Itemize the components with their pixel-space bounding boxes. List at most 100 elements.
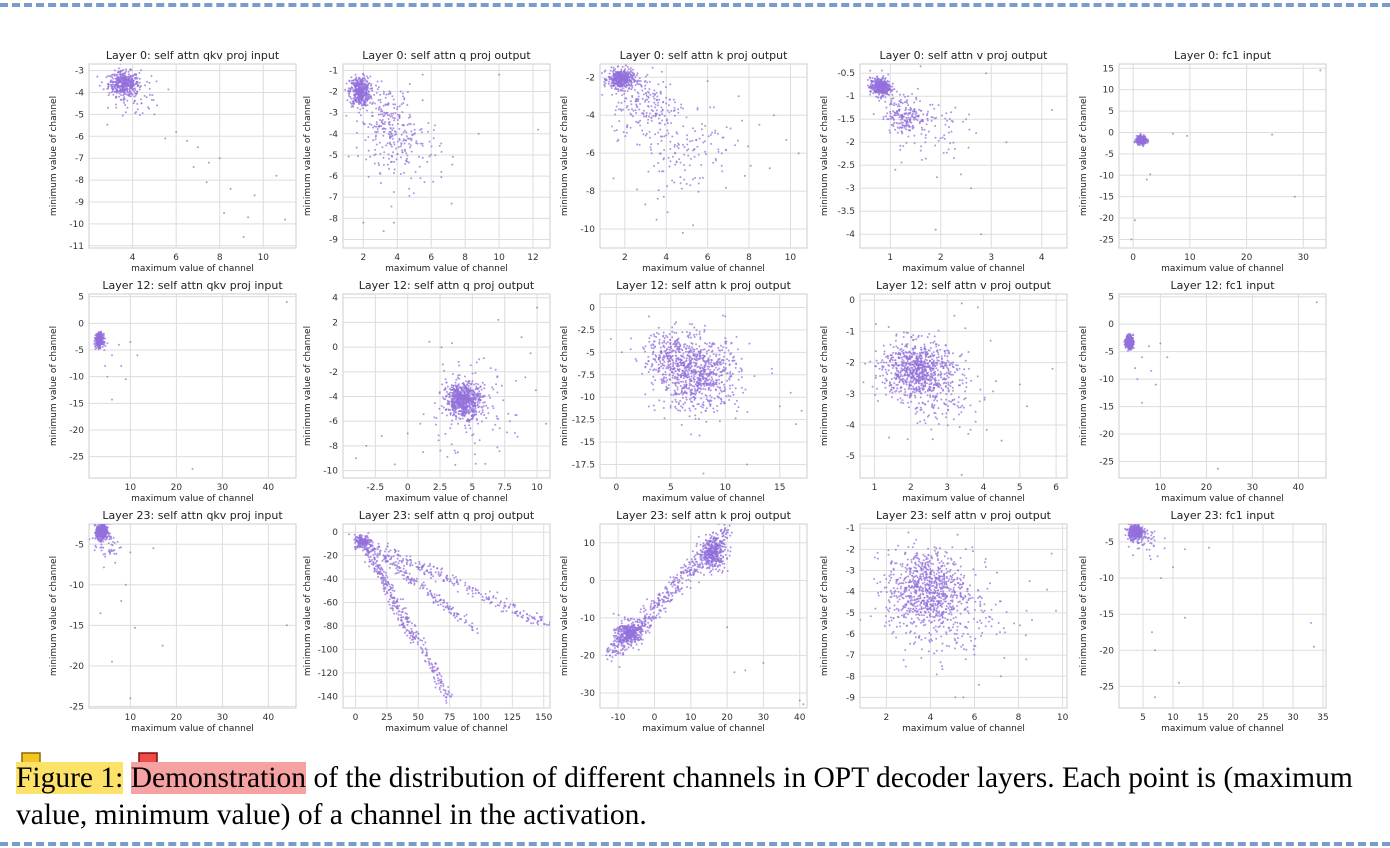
data-point xyxy=(376,80,379,83)
data-point xyxy=(877,80,880,83)
data-point xyxy=(669,83,672,86)
data-point xyxy=(603,83,606,86)
data-point xyxy=(486,407,489,409)
data-point xyxy=(450,391,453,394)
data-point xyxy=(393,117,396,120)
data-point xyxy=(721,170,724,173)
data-point xyxy=(635,112,638,114)
data-point xyxy=(133,99,136,102)
data-point xyxy=(934,144,937,147)
data-point xyxy=(700,384,703,387)
data-point xyxy=(117,343,120,346)
data-point xyxy=(429,153,432,156)
data-point xyxy=(469,388,472,391)
data-point xyxy=(883,82,886,85)
y-tick-label: 10 xyxy=(1103,86,1115,96)
data-point xyxy=(622,89,624,92)
data-point xyxy=(625,106,628,109)
data-points xyxy=(93,301,288,470)
data-point xyxy=(396,153,399,156)
data-point xyxy=(375,121,378,124)
data-point xyxy=(722,366,725,369)
data-point xyxy=(701,403,704,406)
data-point xyxy=(666,129,669,132)
data-point xyxy=(1293,195,1296,198)
data-point xyxy=(464,393,467,396)
data-point xyxy=(496,391,499,394)
data-point xyxy=(607,82,610,85)
data-point xyxy=(506,431,508,434)
data-point xyxy=(674,377,676,380)
data-point xyxy=(904,124,907,127)
data-point xyxy=(916,119,919,122)
data-point xyxy=(363,83,366,86)
x-tick-label: 15 xyxy=(774,483,785,493)
data-point xyxy=(123,81,126,84)
data-point xyxy=(898,105,901,108)
data-point xyxy=(663,417,666,420)
data-point xyxy=(403,142,406,145)
data-point xyxy=(723,351,726,354)
data-point xyxy=(375,143,378,146)
data-point xyxy=(705,350,708,353)
data-point xyxy=(441,383,444,386)
data-point xyxy=(516,435,519,438)
data-point xyxy=(409,115,412,118)
data-point xyxy=(471,380,474,382)
data-point xyxy=(474,409,477,412)
data-point xyxy=(634,109,637,112)
x-tick-label: 4 xyxy=(130,253,136,263)
data-point xyxy=(677,111,680,114)
data-point xyxy=(892,97,895,100)
data-point xyxy=(366,80,369,83)
data-point xyxy=(895,114,898,116)
data-point xyxy=(98,334,101,337)
data-point xyxy=(409,144,412,147)
data-point xyxy=(689,347,692,350)
data-point xyxy=(124,378,127,381)
data-point xyxy=(94,337,96,339)
data-point xyxy=(121,69,124,72)
data-point xyxy=(379,172,382,175)
data-point xyxy=(871,76,874,79)
data-point xyxy=(653,164,656,167)
data-point xyxy=(967,146,970,149)
data-point xyxy=(464,408,467,411)
data-point xyxy=(107,85,110,88)
data-point xyxy=(685,182,688,185)
data-point xyxy=(620,68,623,71)
data-point xyxy=(682,164,685,166)
data-point xyxy=(678,158,681,161)
data-point xyxy=(690,433,693,436)
data-point xyxy=(623,85,626,88)
y-tick-label: -2 xyxy=(329,87,338,97)
data-point xyxy=(433,402,436,404)
data-point xyxy=(621,65,624,68)
data-point xyxy=(670,109,673,112)
data-point xyxy=(694,417,697,420)
data-point xyxy=(614,109,617,112)
data-point xyxy=(892,123,895,126)
data-point xyxy=(207,161,210,164)
data-point xyxy=(608,78,611,81)
data-point xyxy=(382,104,385,107)
data-point xyxy=(677,409,680,412)
data-point xyxy=(384,96,387,99)
data-point xyxy=(482,405,485,408)
data-point xyxy=(631,75,634,78)
data-point xyxy=(688,382,691,385)
data-point xyxy=(651,66,654,69)
data-point xyxy=(467,385,470,388)
data-point xyxy=(115,88,118,91)
data-point xyxy=(659,92,662,95)
data-point xyxy=(113,74,116,77)
data-point xyxy=(666,109,669,112)
data-point xyxy=(669,140,672,143)
data-point xyxy=(891,82,894,85)
data-point xyxy=(686,143,689,146)
data-point xyxy=(126,87,129,90)
data-point xyxy=(468,402,471,405)
data-point xyxy=(1145,141,1148,144)
data-point xyxy=(358,111,360,114)
data-point xyxy=(458,374,461,376)
